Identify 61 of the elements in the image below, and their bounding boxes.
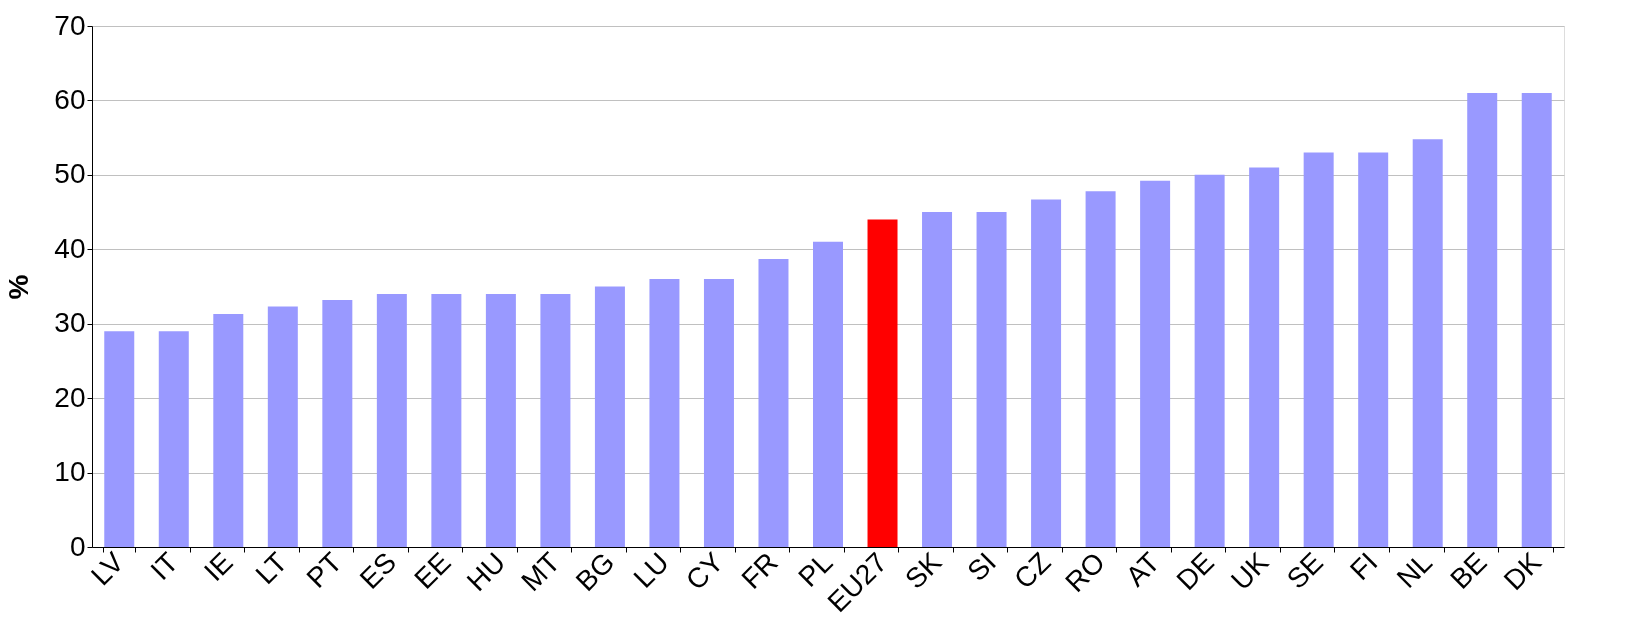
bar [1358, 152, 1389, 547]
x-tick-label: IE [198, 546, 239, 588]
bar [213, 314, 244, 547]
y-tick-label: 40 [54, 232, 86, 264]
x-tick-label: MT [515, 546, 566, 597]
x-tick-label: BG [569, 546, 621, 598]
x-tick-label: LU [627, 546, 675, 594]
y-tick-label: 20 [54, 381, 86, 413]
bar [1194, 174, 1225, 547]
bar [1249, 167, 1280, 547]
bar [485, 293, 516, 547]
x-tick-label: FR [735, 546, 784, 595]
bar [267, 306, 298, 547]
bar [1085, 191, 1116, 547]
x-tick-label: FI [1344, 546, 1384, 586]
x-tick-label: UK [1225, 546, 1275, 596]
x-tick-label: DE [1170, 546, 1221, 596]
x-tick-label: AT [1119, 546, 1166, 593]
y-tick-label: 60 [54, 83, 86, 115]
bar [1467, 92, 1498, 547]
bar [922, 212, 953, 547]
bar [431, 293, 462, 547]
y-tick-label: 0 [69, 530, 86, 562]
bar [703, 279, 734, 547]
x-tick-label: LV [84, 546, 130, 592]
x-tick-label: SK [899, 546, 948, 595]
x-tick-label: ES [353, 546, 403, 595]
x-tick-label: BE [1444, 546, 1493, 595]
y-axis-title: % [3, 274, 35, 300]
x-tick-label: RO [1059, 546, 1111, 599]
x-tick-label: CY [679, 546, 730, 596]
x-tick-label: NL [1390, 546, 1439, 594]
bar [1521, 92, 1552, 547]
bar [649, 279, 680, 547]
y-tick-label: 10 [54, 456, 86, 488]
bar [1031, 199, 1062, 547]
bar [1140, 180, 1171, 547]
bar [104, 331, 135, 547]
y-tick-label: 70 [54, 9, 86, 41]
x-tick-label: PT [300, 546, 348, 594]
x-tick-label: LT [249, 546, 294, 591]
bar [867, 219, 898, 547]
x-tick-label: CZ [1008, 546, 1057, 595]
bar [1303, 152, 1334, 547]
y-tick-label: 30 [54, 307, 86, 339]
bar [376, 293, 407, 547]
y-tick-label: 50 [54, 158, 86, 190]
bar [1412, 139, 1443, 547]
x-tick-label: SI [961, 546, 1002, 588]
bar [594, 286, 625, 547]
bar [540, 293, 571, 547]
x-tick-label: HU [460, 546, 512, 597]
bar [322, 299, 353, 547]
x-tick-label: DK [1497, 546, 1548, 596]
x-tick-label: SE [1280, 546, 1330, 595]
bar [976, 212, 1007, 547]
bar [158, 331, 189, 547]
bar [758, 258, 789, 547]
x-tick-label: IT [144, 546, 185, 586]
bar [813, 241, 843, 547]
x-tick-label: EE [408, 546, 457, 595]
